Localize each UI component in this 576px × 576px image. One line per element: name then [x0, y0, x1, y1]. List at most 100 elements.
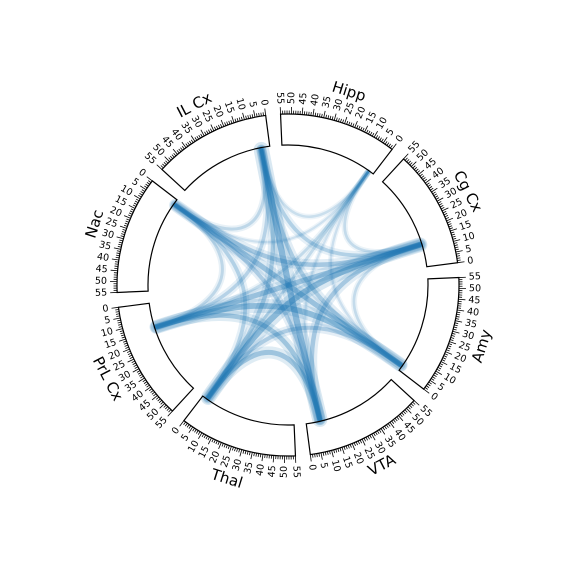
- minor-tick: [415, 168, 419, 172]
- minor-tick: [375, 135, 379, 139]
- minor-tick: [225, 444, 228, 449]
- minor-tick: [401, 412, 405, 416]
- segment-frame: [381, 158, 459, 268]
- tick-label: 15: [364, 110, 379, 126]
- minor-tick: [322, 452, 325, 456]
- tick-mark: [116, 236, 124, 240]
- minor-tick: [214, 126, 217, 131]
- minor-tick: [449, 227, 453, 230]
- minor-tick: [356, 125, 359, 129]
- tick-label: 5: [384, 127, 397, 138]
- chord-link: [149, 298, 408, 372]
- minor-tick: [249, 451, 251, 456]
- tick-mark: [411, 161, 417, 167]
- minor-tick: [333, 449, 336, 454]
- tick-label: 30: [443, 186, 459, 202]
- tick-mark: [423, 388, 430, 394]
- tick-label: 0: [467, 255, 474, 267]
- minor-tick: [244, 450, 247, 455]
- minor-tick: [224, 122, 227, 126]
- tick-mark: [164, 156, 170, 162]
- minor-tick: [337, 118, 340, 122]
- tick-label: 35: [98, 239, 112, 252]
- minor-tick: [126, 350, 131, 353]
- tick-mark: [111, 306, 119, 309]
- minor-tick: [138, 194, 142, 198]
- chord-link: [170, 200, 325, 425]
- minor-tick: [428, 186, 433, 189]
- tick-label: 5: [435, 381, 446, 394]
- minor-tick: [373, 432, 376, 437]
- minor-tick: [185, 143, 189, 147]
- minor-tick: [122, 228, 127, 231]
- tick-label: 45: [95, 263, 108, 275]
- tick-mark: [389, 422, 395, 429]
- tick-mark: [111, 258, 119, 261]
- minor-tick: [448, 343, 453, 346]
- minor-tick: [441, 359, 446, 362]
- minor-tick: [203, 434, 207, 439]
- tick-label: 0: [170, 425, 182, 436]
- tick-label: 50: [286, 92, 297, 104]
- minor-tick: [438, 365, 443, 368]
- tick-label: 5: [318, 462, 330, 470]
- minor-tick: [375, 431, 378, 436]
- minor-tick: [160, 401, 164, 405]
- minor-tick: [381, 138, 384, 143]
- minor-tick: [448, 225, 453, 228]
- minor-tick: [316, 453, 318, 458]
- minor-tick: [196, 136, 199, 140]
- tick-label: 20: [354, 105, 369, 120]
- minor-tick: [240, 116, 243, 121]
- minor-tick: [129, 210, 134, 213]
- tick-mark: [115, 328, 123, 331]
- minor-tick: [125, 220, 130, 223]
- tick-label: 25: [343, 101, 357, 116]
- minor-tick: [165, 406, 169, 410]
- minor-tick: [226, 121, 229, 126]
- minor-tick: [366, 129, 369, 134]
- minor-tick: [173, 152, 177, 157]
- tick-label: 25: [449, 196, 465, 211]
- tick-label: 40: [466, 306, 480, 319]
- minor-tick: [456, 253, 460, 255]
- minor-tick: [176, 150, 180, 154]
- minor-tick: [324, 451, 327, 456]
- tick-mark: [110, 269, 118, 272]
- minor-tick: [115, 309, 119, 311]
- chord-link: [258, 146, 371, 220]
- tick-label: 30: [461, 329, 476, 343]
- minor-tick: [236, 448, 239, 452]
- tick-mark: [455, 250, 463, 253]
- minor-tick: [115, 256, 120, 259]
- minor-tick: [318, 453, 320, 457]
- tick-mark: [122, 348, 130, 353]
- minor-tick: [396, 416, 400, 420]
- chord-link: [153, 201, 226, 331]
- minor-tick: [119, 239, 123, 242]
- minor-tick: [394, 418, 398, 422]
- minor-tick: [412, 165, 416, 169]
- tick-label: 10: [374, 115, 390, 131]
- tick-mark: [341, 447, 345, 455]
- minor-tick: [256, 113, 258, 117]
- tick-label: 0: [306, 464, 318, 471]
- minor-tick: [140, 375, 144, 379]
- minor-tick: [445, 217, 450, 220]
- tick-label: 30: [189, 114, 205, 130]
- minor-tick: [434, 372, 438, 376]
- minor-tick: [218, 124, 221, 129]
- minor-tick: [249, 114, 252, 119]
- minor-tick: [125, 346, 129, 349]
- minor-tick: [146, 384, 150, 388]
- minor-tick: [321, 113, 323, 118]
- tick-label: 10: [329, 459, 343, 473]
- minor-tick: [160, 165, 164, 169]
- tick-label: 30: [332, 98, 346, 113]
- tick-mark: [253, 110, 256, 118]
- tick-label: 20: [351, 451, 366, 466]
- tick-mark: [441, 207, 449, 212]
